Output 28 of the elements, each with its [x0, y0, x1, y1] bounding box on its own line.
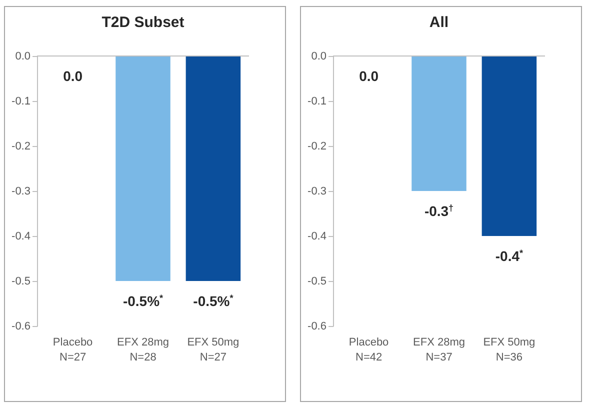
data-label: -0.3$^{†}$ [424, 203, 454, 219]
y-tick-label: -0.3 [12, 186, 30, 198]
data-label: -0.4$^{*}$ [495, 248, 524, 264]
x-tick-label: Placebo N=27 [52, 336, 93, 364]
y-tick-label: -0.4 [308, 230, 326, 242]
x-tick-label: EFX 28mg N=28 [117, 336, 169, 364]
x-tick-label: EFX 28mg N=37 [413, 336, 465, 364]
y-tick-label: -0.1 [12, 96, 30, 108]
y-tick-label: -0.2 [308, 140, 326, 152]
x-tick-label: EFX 50mg N=27 [187, 336, 240, 364]
y-tick-label: -0.1 [308, 96, 326, 108]
y-tick-label: -0.3 [308, 186, 326, 198]
y-tick-label: -0.5 [308, 276, 326, 288]
y-tick-label: -0.4 [12, 230, 30, 242]
y-tick-label: 0.0 [15, 50, 30, 62]
data-label: 0.0 [359, 68, 379, 84]
x-tick-label: EFX 50mg N=36 [483, 336, 536, 364]
y-tick-label: -0.2 [12, 140, 30, 152]
y-tick-label: -0.6 [308, 320, 326, 332]
y-tick-label: -0.5 [12, 276, 30, 288]
data-label: -0.5%$^{*}$ [193, 293, 234, 309]
chart-title: T2D Subset [102, 14, 184, 31]
chart-title: All [429, 14, 449, 31]
data-label: 0.0 [63, 68, 83, 84]
data-label: -0.5%$^{*}$ [122, 293, 164, 309]
x-tick-label: Placebo N=42 [348, 336, 389, 364]
y-tick-label: 0.0 [311, 50, 326, 62]
y-tick-label: -0.6 [12, 320, 30, 332]
